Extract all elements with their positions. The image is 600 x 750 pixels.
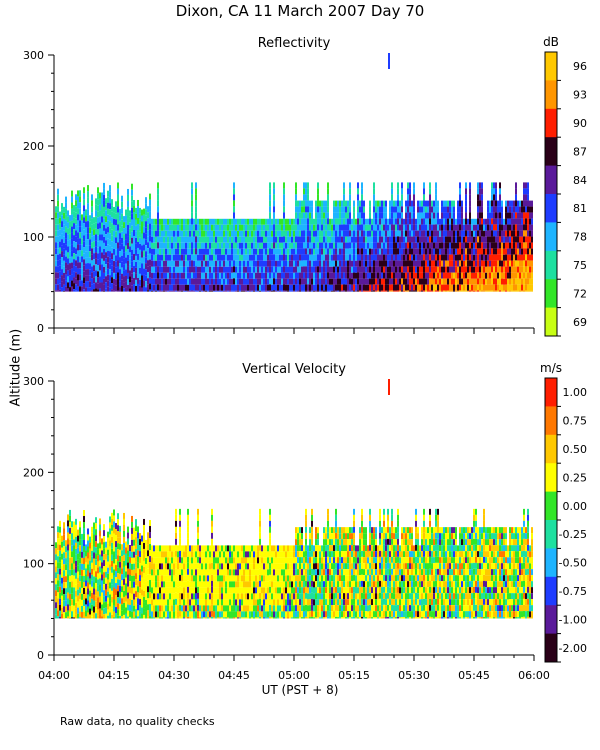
- colorbar-swatch: [545, 520, 557, 549]
- colorbar-swatch: [545, 406, 557, 436]
- colorbar-tick-label: 75: [573, 259, 587, 272]
- y-tick-label: 300: [23, 375, 44, 388]
- colorbar-tick-label: 0.75: [563, 415, 588, 428]
- y-tick-label: 200: [23, 140, 44, 153]
- colorbar: 1.00 0.75 0.50 0.25 0.00 -0.25 -0.50 -0.75 -1.00…: [540, 361, 587, 663]
- colorbar: 96 93 90 87 84 81 78 75 72 69 dB: [543, 35, 587, 337]
- y-tick-label: 100: [23, 231, 44, 244]
- x-tick-label: 05:15: [338, 669, 370, 682]
- colorbar-swatch: [545, 378, 557, 407]
- colorbar-swatch: [545, 194, 557, 223]
- colorbar-unit: m/s: [540, 361, 562, 375]
- x-axis-label: UT (PST + 8): [261, 683, 339, 697]
- colorbar-tick-label: 69: [573, 316, 587, 329]
- colorbar-tick-label: 0.25: [563, 471, 588, 484]
- colorbar-tick-label: 78: [573, 231, 587, 244]
- x-tick-label: 05:00: [278, 669, 310, 682]
- colorbar-swatch: [545, 576, 557, 606]
- colorbar-swatch: [545, 605, 557, 635]
- colorbar-swatch: [545, 491, 557, 521]
- x-tick-label: 04:00: [38, 669, 70, 682]
- colorbar-swatch: [545, 279, 557, 309]
- colorbar-tick-label: -0.75: [559, 585, 587, 598]
- artifact-mark: [388, 53, 390, 69]
- colorbar-tick-label: 90: [573, 117, 587, 130]
- colorbar-swatch: [545, 80, 557, 110]
- colorbar-swatch: [545, 463, 557, 493]
- colorbar-tick-label: 96: [573, 60, 587, 73]
- colorbar-swatch: [545, 137, 557, 167]
- y-tick-label: 300: [23, 49, 44, 62]
- colorbar-tick-label: 81: [573, 202, 587, 215]
- y-tick-label: 200: [23, 466, 44, 479]
- y-tick-label: 100: [23, 558, 44, 571]
- x-tick-label: 06:00: [518, 669, 550, 682]
- panel-title: Vertical Velocity: [242, 362, 346, 377]
- chart-panel-vertical-velocity: Vertical Velocity 0 100 200 300 04:00 04:15 04:…: [23, 361, 587, 682]
- x-tick-label: 04:30: [158, 669, 190, 682]
- colorbar-swatch: [545, 548, 557, 578]
- colorbar-swatch: [545, 108, 557, 138]
- figure-title: Dixon, CA 11 March 2007 Day 70: [175, 2, 425, 20]
- y-tick-label: 0: [37, 649, 44, 662]
- chart-panel-reflectivity: Reflectivity 0 100 200 300 96 93 90 87 84 81 78 75 72…: [23, 35, 587, 337]
- panel-title: Reflectivity: [258, 36, 331, 51]
- colorbar-swatch: [545, 250, 557, 280]
- colorbar-swatch: [545, 633, 557, 663]
- x-tick-label: 04:15: [98, 669, 130, 682]
- colorbar-tick-label: 1.00: [563, 386, 588, 399]
- x-tick-label: 05:30: [398, 669, 430, 682]
- x-tick-label: 05:45: [458, 669, 490, 682]
- colorbar-tick-label: 93: [573, 89, 587, 102]
- colorbar-tick-label: -2.00: [559, 642, 587, 655]
- colorbar-tick-label: -0.50: [559, 557, 587, 570]
- heatmap-raster: [55, 182, 533, 292]
- colorbar-swatch: [545, 165, 557, 195]
- colorbar-swatch: [545, 434, 557, 464]
- colorbar-tick-label: -0.25: [559, 528, 587, 541]
- colorbar-tick-label: 0.00: [563, 500, 588, 513]
- colorbar-tick-label: 84: [573, 174, 587, 187]
- colorbar-swatch: [545, 52, 557, 81]
- colorbar-tick-label: 87: [573, 145, 587, 158]
- artifact-mark: [388, 379, 390, 395]
- colorbar-tick-label: -1.00: [559, 613, 587, 626]
- y-tick-label: 0: [37, 322, 44, 335]
- x-tick-label: 04:45: [218, 669, 250, 682]
- colorbar-swatch: [545, 307, 557, 337]
- footnote: Raw data, no quality checks: [60, 715, 215, 728]
- colorbar-unit: dB: [543, 35, 559, 49]
- heatmap-raster: [55, 508, 533, 619]
- colorbar-tick-label: 72: [573, 287, 587, 300]
- colorbar-tick-label: 0.50: [563, 443, 588, 456]
- colorbar-swatch: [545, 222, 557, 252]
